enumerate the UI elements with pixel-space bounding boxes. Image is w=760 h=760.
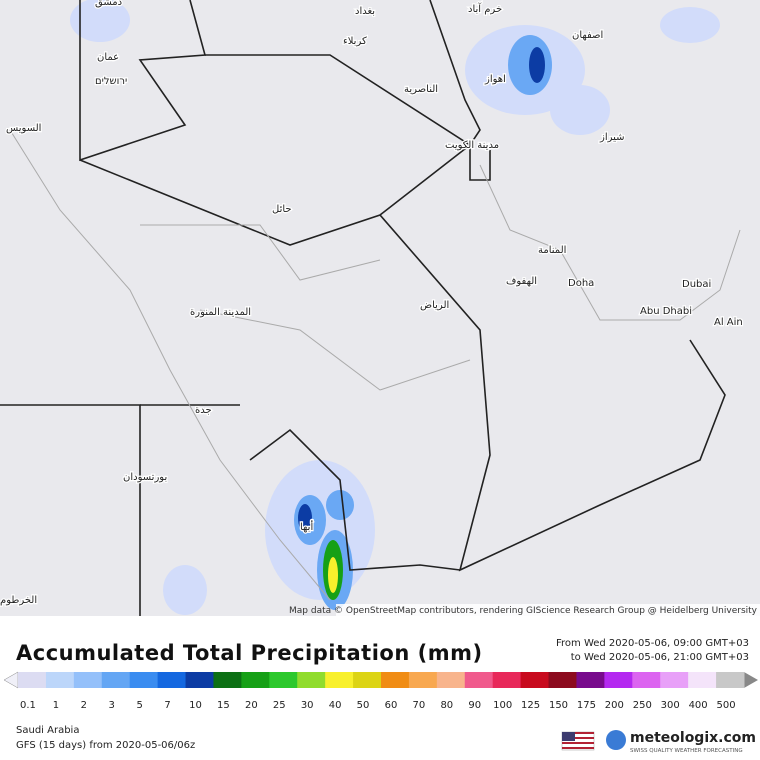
scale-label: 100 xyxy=(493,700,512,711)
scale-swatch xyxy=(464,672,494,688)
scale-swatch xyxy=(185,672,214,688)
scale-swatch xyxy=(18,672,47,688)
color-scale: 0.1 1 2 3 5 7 10 15 20 25 30 40 50 60 70 80 90 100 125 150 1… xyxy=(18,672,745,711)
flag xyxy=(561,731,595,751)
precip-heavy xyxy=(298,47,545,600)
city-label: Abu Dhabi xyxy=(640,306,692,317)
scale-label: 150 xyxy=(549,700,568,711)
attribution-bg xyxy=(336,604,760,616)
scale-swatch xyxy=(45,672,75,688)
city-label: Al Ain xyxy=(714,317,743,328)
city-label: بورتسودان xyxy=(123,472,167,483)
scale-label: 10 xyxy=(189,700,202,711)
time-from: From Wed 2020-05-06, 09:00 GMT+03 xyxy=(556,638,749,649)
city-label: Doha xyxy=(568,278,594,289)
scale-arrow-right xyxy=(744,672,758,688)
scale-label: 400 xyxy=(689,700,708,711)
attribution: Map data © OpenStreetMap contributors, r… xyxy=(289,606,758,616)
scale-swatch xyxy=(688,672,717,688)
scale-swatch xyxy=(576,672,605,688)
scale-label: 3 xyxy=(109,700,115,711)
scale-label: 175 xyxy=(577,700,596,711)
city-label: خرم آباد xyxy=(468,2,502,15)
time-to: to Wed 2020-05-06, 21:00 GMT+03 xyxy=(571,652,749,663)
tagline: SWISS QUALITY WEATHER FORECASTING xyxy=(630,748,743,754)
city-label: جدة xyxy=(195,405,212,416)
scale-arrow-left xyxy=(3,671,19,689)
city-label: شيراز xyxy=(599,132,625,143)
scale-label: 80 xyxy=(440,700,453,711)
city-label: مدينة الكويت xyxy=(445,140,499,151)
scale-swatch xyxy=(297,672,326,688)
city-label: الرياض xyxy=(420,300,449,311)
scale-label: 0.1 xyxy=(20,700,36,711)
scale-swatch xyxy=(101,672,131,688)
scale-swatch xyxy=(408,672,438,688)
scale-label: 50 xyxy=(357,700,370,711)
scale-swatch xyxy=(716,672,745,688)
scale-label: 200 xyxy=(605,700,624,711)
scale-label: 7 xyxy=(164,700,170,711)
city-label: المدينة المنورة xyxy=(190,307,251,318)
city-label: كربلاء xyxy=(343,36,367,47)
scale-label: 40 xyxy=(329,700,342,711)
scale-label: 300 xyxy=(661,700,680,711)
scale-swatch xyxy=(353,672,382,688)
model-run: GFS (15 days) from 2020-05-06/06z xyxy=(16,740,195,751)
scale-label: 70 xyxy=(413,700,426,711)
scale-label: 15 xyxy=(217,700,230,711)
scale-swatch xyxy=(325,672,354,688)
scale-swatch xyxy=(520,672,550,688)
city-label: عمان xyxy=(97,52,119,63)
legend-title: Accumulated Total Precipitation (mm) xyxy=(16,641,483,665)
map-bg xyxy=(0,0,760,616)
scale-swatch xyxy=(632,672,661,688)
scale-label: 60 xyxy=(385,700,398,711)
scale-swatch xyxy=(269,672,298,688)
scale-swatch xyxy=(213,672,242,688)
scale-swatch xyxy=(604,672,633,688)
scale-swatch xyxy=(548,672,577,688)
city-label: دمشق xyxy=(95,0,122,8)
scale-label: 30 xyxy=(301,700,314,711)
city-label: اصفهان xyxy=(572,30,603,41)
scale-label: 25 xyxy=(273,700,286,711)
scale-label: 1 xyxy=(53,700,59,711)
scale-label: 20 xyxy=(245,700,258,711)
city-label: المنامة xyxy=(538,245,566,256)
scale-label: 250 xyxy=(633,700,652,711)
city-label: اهواز xyxy=(484,74,506,85)
city-label: حائل xyxy=(272,204,292,215)
scale-swatch xyxy=(73,672,103,688)
scale-label: 90 xyxy=(468,700,481,711)
city-label: السويس xyxy=(6,123,41,134)
city-label: بغداد xyxy=(355,6,375,17)
brand: meteologix.com xyxy=(630,730,756,746)
city-label: Dubai xyxy=(682,279,711,290)
scale-swatch xyxy=(129,672,159,688)
coast-and-regions xyxy=(9,129,741,601)
city-label: ירושלים xyxy=(95,76,127,87)
city-label: الخرطوم xyxy=(0,595,37,606)
scale-swatch xyxy=(660,672,689,688)
scale-swatch xyxy=(157,672,187,688)
scale-swatch xyxy=(492,672,522,688)
scale-swatch xyxy=(381,672,410,688)
scale-label: 500 xyxy=(716,700,735,711)
region: Saudi Arabia xyxy=(16,725,79,736)
scale-swatch xyxy=(436,672,466,688)
map-labels: دمشق بغداد خرم آباد كربلاء اصفهان عمان י… xyxy=(0,0,744,607)
city-label: الناصرية xyxy=(404,84,438,95)
city-label: أبها xyxy=(300,520,313,533)
borders xyxy=(0,0,726,616)
scale-label: 5 xyxy=(136,700,142,711)
scale-label: 125 xyxy=(521,700,540,711)
scale-label: 2 xyxy=(81,700,87,711)
city-label: الهفوف xyxy=(506,276,537,287)
scale-swatch xyxy=(241,672,270,688)
logo-icon xyxy=(606,730,626,750)
